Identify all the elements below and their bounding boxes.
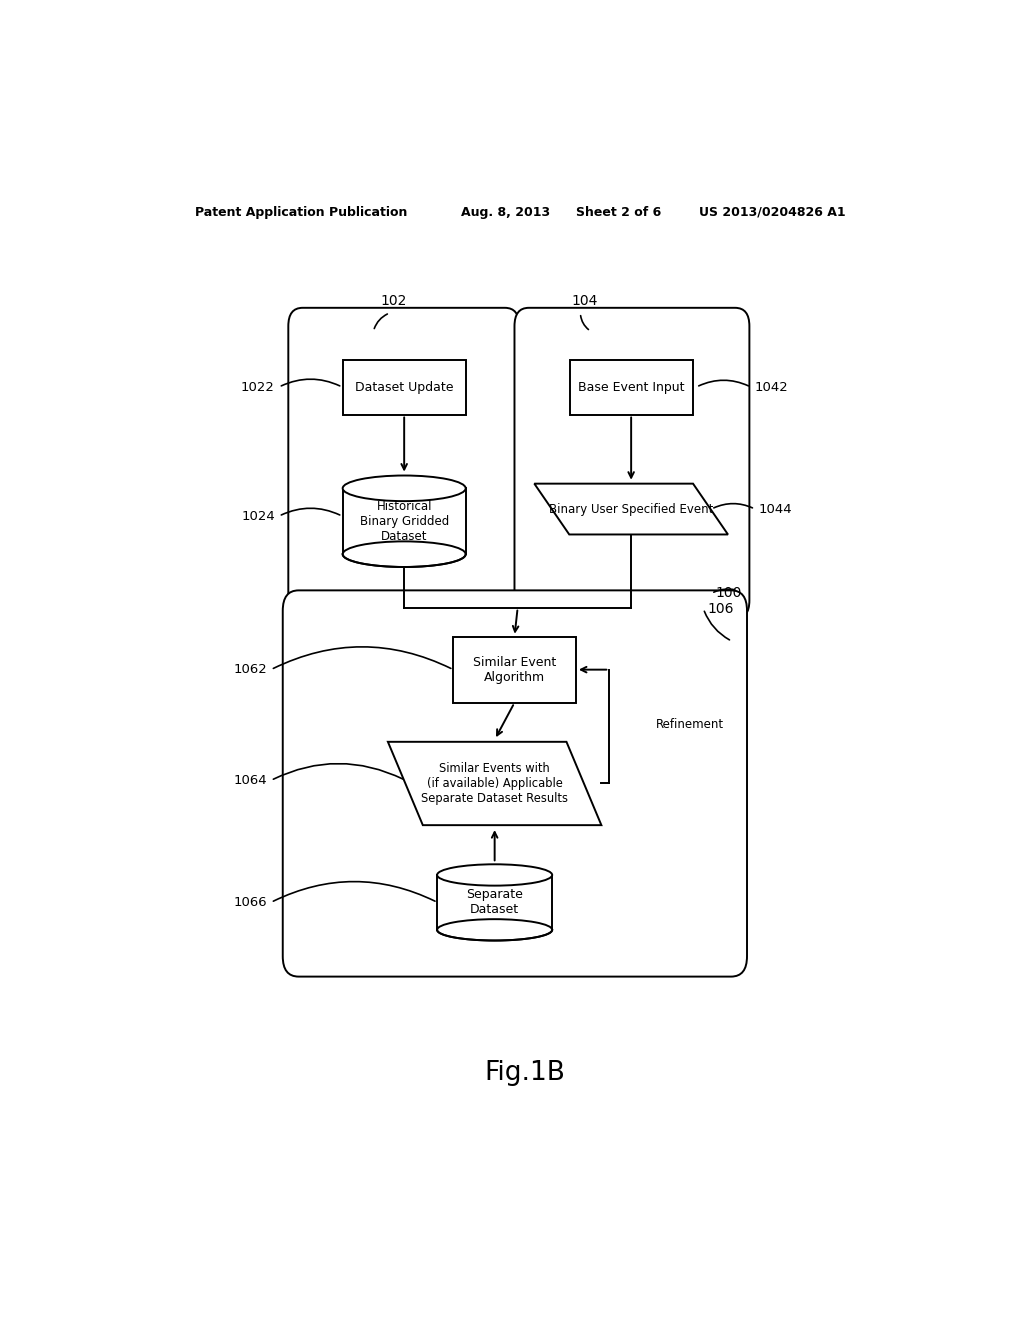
Text: 100: 100 <box>715 586 741 601</box>
Text: US 2013/0204826 A1: US 2013/0204826 A1 <box>699 206 846 219</box>
Text: 104: 104 <box>571 294 598 308</box>
FancyArrowPatch shape <box>698 380 749 385</box>
Text: 102: 102 <box>381 294 408 308</box>
FancyArrowPatch shape <box>273 647 451 668</box>
FancyArrowPatch shape <box>581 315 589 330</box>
FancyArrowPatch shape <box>282 508 340 515</box>
Ellipse shape <box>437 919 552 941</box>
Text: Aug. 8, 2013: Aug. 8, 2013 <box>461 206 551 219</box>
Text: Similar Event
Algorithm: Similar Event Algorithm <box>473 656 556 684</box>
Bar <box>453 636 575 702</box>
Bar <box>343 359 466 414</box>
Polygon shape <box>388 742 601 825</box>
FancyBboxPatch shape <box>514 308 750 619</box>
Bar <box>569 359 692 414</box>
Text: 1022: 1022 <box>241 380 274 393</box>
Text: 1044: 1044 <box>759 503 793 516</box>
FancyArrowPatch shape <box>714 589 735 593</box>
FancyArrowPatch shape <box>273 882 435 902</box>
Text: Refinement: Refinement <box>655 718 724 731</box>
Text: Similar Events with
(if available) Applicable
Separate Dataset Results: Similar Events with (if available) Appli… <box>421 762 568 805</box>
Text: 1064: 1064 <box>233 774 267 787</box>
FancyArrowPatch shape <box>705 611 729 640</box>
Text: Binary User Specified Event: Binary User Specified Event <box>549 503 714 516</box>
Ellipse shape <box>343 541 466 568</box>
Ellipse shape <box>343 475 466 502</box>
Ellipse shape <box>437 865 552 886</box>
Text: 106: 106 <box>708 602 734 615</box>
FancyBboxPatch shape <box>289 308 519 619</box>
Text: Fig.1B: Fig.1B <box>484 1060 565 1086</box>
Text: Dataset Update: Dataset Update <box>355 380 454 393</box>
Text: Base Event Input: Base Event Input <box>578 380 684 393</box>
Text: Sheet 2 of 6: Sheet 2 of 6 <box>577 206 662 219</box>
Text: 1066: 1066 <box>233 896 267 909</box>
Polygon shape <box>535 483 728 535</box>
Text: Historical
Binary Gridded
Dataset: Historical Binary Gridded Dataset <box>359 500 449 543</box>
Text: Separate
Dataset: Separate Dataset <box>466 888 523 916</box>
FancyArrowPatch shape <box>282 379 340 385</box>
FancyArrowPatch shape <box>273 763 403 779</box>
Bar <box>343 488 466 554</box>
Text: 1042: 1042 <box>755 380 788 393</box>
Text: 1062: 1062 <box>233 663 267 676</box>
Bar <box>437 875 552 929</box>
Text: 1024: 1024 <box>241 510 274 523</box>
FancyArrowPatch shape <box>375 314 387 329</box>
FancyArrowPatch shape <box>714 504 753 508</box>
Text: Patent Application Publication: Patent Application Publication <box>196 206 408 219</box>
FancyBboxPatch shape <box>283 590 748 977</box>
